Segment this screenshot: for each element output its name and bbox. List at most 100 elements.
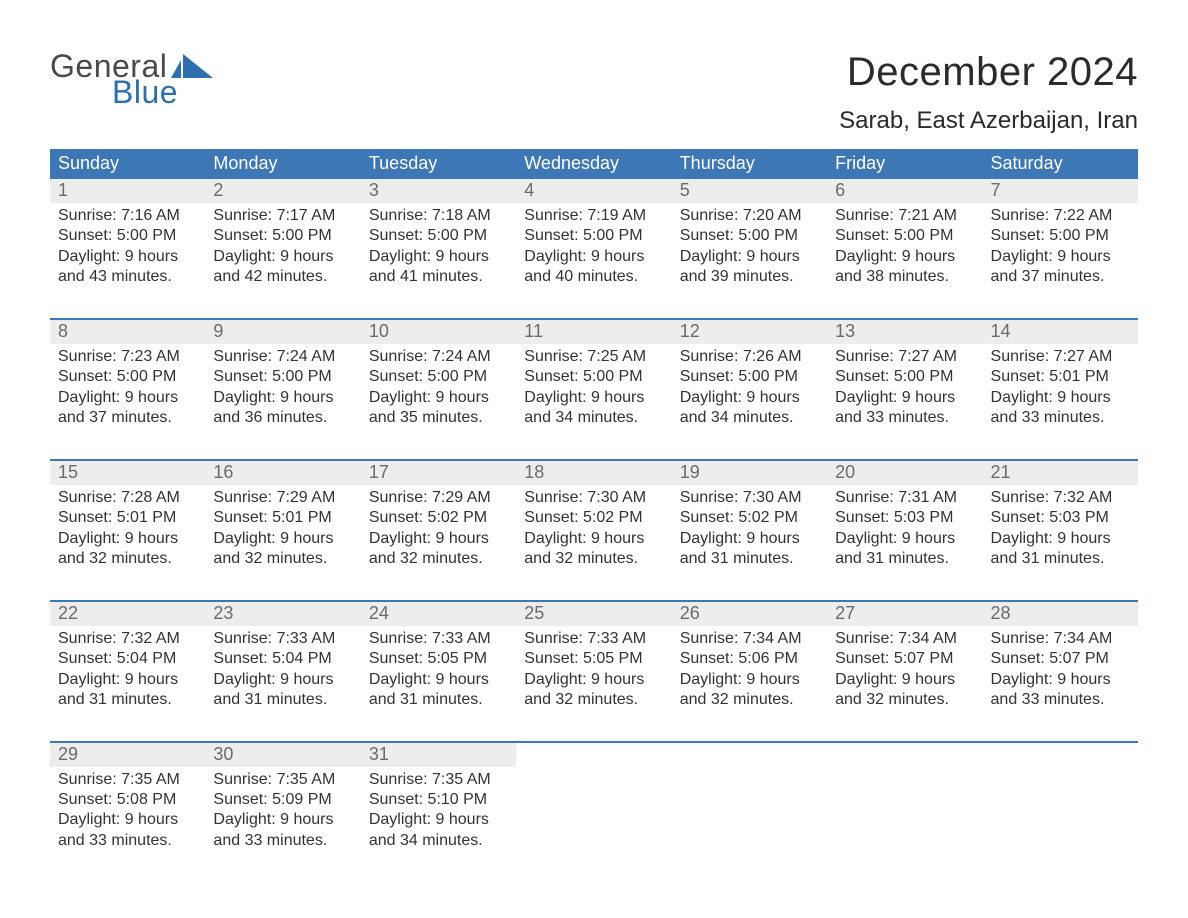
day-cell: 5 Sunrise: 7:20 AMSunset: 5:00 PMDaylight…: [672, 179, 827, 294]
day-number: 31: [369, 744, 389, 764]
day-number-row: 8: [50, 320, 205, 344]
day-number: 12: [680, 321, 700, 341]
day-number-row: 25: [516, 602, 671, 626]
day-number: 24: [369, 603, 389, 623]
weekday-header-thursday: Thursday: [672, 149, 827, 179]
weekday-header-sunday: Sunday: [50, 149, 205, 179]
day-cell-empty: [516, 743, 671, 858]
day-number-row: 20: [827, 461, 982, 485]
day-cell: 24 Sunrise: 7:33 AMSunset: 5:05 PMDayligh…: [361, 602, 516, 717]
header-block: General Blue December 2024 Sarab, East A…: [50, 50, 1138, 135]
day-details: Sunrise: 7:26 AMSunset: 5:00 PMDaylight:…: [680, 347, 819, 429]
day-details: Sunrise: 7:35 AMSunset: 5:10 PMDaylight:…: [369, 770, 508, 852]
weekday-header-saturday: Saturday: [983, 149, 1138, 179]
day-details: Sunrise: 7:34 AMSunset: 5:07 PMDaylight:…: [835, 629, 974, 711]
day-details: Sunrise: 7:22 AMSunset: 5:00 PMDaylight:…: [991, 206, 1130, 288]
day-number: 6: [835, 180, 845, 200]
day-cell: 18Sunrise: 7:30 AMSunset: 5:02 PMDayligh…: [516, 461, 671, 576]
day-cell: 4Sunrise: 7:19 AMSunset: 5:00 PMDaylight…: [516, 179, 671, 294]
day-cell-empty: [672, 743, 827, 858]
calendar: SundayMondayTuesdayWednesdayThursdayFrid…: [50, 149, 1138, 857]
day-details: Sunrise: 7:24 AMSunset: 5:00 PMDaylight:…: [213, 347, 352, 429]
day-cell: 30Sunrise: 7:35 AMSunset: 5:09 PMDayligh…: [205, 743, 360, 858]
day-number: 9: [213, 321, 223, 341]
day-number: 3: [369, 180, 379, 200]
day-cell: 1Sunrise: 7:16 AMSunset: 5:00 PMDaylight…: [50, 179, 205, 294]
day-number: 13: [835, 321, 855, 341]
day-number-row: 18: [516, 461, 671, 485]
day-cell-empty: [827, 743, 982, 858]
day-cell: 6 Sunrise: 7:21 AMSunset: 5:00 PMDaylight…: [827, 179, 982, 294]
day-cell: 23Sunrise: 7:33 AMSunset: 5:04 PMDayligh…: [205, 602, 360, 717]
day-number-row: 23: [205, 602, 360, 626]
day-number-row: 29: [50, 743, 205, 767]
day-number: 25: [524, 603, 544, 623]
day-cell: 31 Sunrise: 7:35 AMSunset: 5:10 PMDayligh…: [361, 743, 516, 858]
day-number: 27: [835, 603, 855, 623]
day-cell: 10Sunrise: 7:24 AMSunset: 5:00 PMDayligh…: [361, 320, 516, 435]
logo-word-blue: Blue: [112, 76, 215, 108]
day-number-row: 1: [50, 179, 205, 203]
day-details: Sunrise: 7:35 AMSunset: 5:08 PMDaylight:…: [58, 770, 197, 852]
day-number-row: 5: [672, 179, 827, 203]
day-number: 10: [369, 321, 389, 341]
location-subtitle: Sarab, East Azerbaijan, Iran: [839, 107, 1138, 135]
day-number-row: 11: [516, 320, 671, 344]
day-number: 15: [58, 462, 78, 482]
day-number: 14: [991, 321, 1011, 341]
week-row: 1Sunrise: 7:16 AMSunset: 5:00 PMDaylight…: [50, 179, 1138, 294]
day-number: 23: [213, 603, 233, 623]
day-number-row: 21: [983, 461, 1138, 485]
day-number: 30: [213, 744, 233, 764]
day-details: Sunrise: 7:29 AMSunset: 5:01 PMDaylight:…: [213, 488, 352, 570]
week-row: 22Sunrise: 7:32 AMSunset: 5:04 PMDayligh…: [50, 600, 1138, 717]
day-details: Sunrise: 7:20 AMSunset: 5:00 PMDaylight:…: [680, 206, 819, 288]
day-number: 16: [213, 462, 233, 482]
month-title: December 2024: [839, 50, 1138, 95]
title-block: December 2024 Sarab, East Azerbaijan, Ir…: [839, 50, 1138, 135]
day-number: 1: [58, 180, 68, 200]
day-details: Sunrise: 7:33 AMSunset: 5:05 PMDaylight:…: [524, 629, 663, 711]
day-number-row: 31: [361, 743, 516, 767]
day-number-row: 10: [361, 320, 516, 344]
day-number-row: 28: [983, 602, 1138, 626]
day-cell: 3 Sunrise: 7:18 AMSunset: 5:00 PMDaylight…: [361, 179, 516, 294]
day-cell: 7Sunrise: 7:22 AMSunset: 5:00 PMDaylight…: [983, 179, 1138, 294]
day-details: Sunrise: 7:25 AMSunset: 5:00 PMDaylight:…: [524, 347, 663, 429]
day-cell: 20Sunrise: 7:31 AMSunset: 5:03 PMDayligh…: [827, 461, 982, 576]
day-details: Sunrise: 7:29 AMSunset: 5:02 PMDaylight:…: [369, 488, 508, 570]
day-number: 17: [369, 462, 389, 482]
day-details: Sunrise: 7:34 AMSunset: 5:07 PMDaylight:…: [991, 629, 1130, 711]
day-number: 29: [58, 744, 78, 764]
day-number: 8: [58, 321, 68, 341]
weekday-header-monday: Monday: [205, 149, 360, 179]
day-number: 21: [991, 462, 1011, 482]
day-cell: 11 Sunrise: 7:25 AMSunset: 5:00 PMDayligh…: [516, 320, 671, 435]
day-number-row: 26: [672, 602, 827, 626]
day-cell: 14Sunrise: 7:27 AMSunset: 5:01 PMDayligh…: [983, 320, 1138, 435]
logo: General Blue: [50, 50, 215, 108]
day-details: Sunrise: 7:33 AMSunset: 5:05 PMDaylight:…: [369, 629, 508, 711]
day-number: 18: [524, 462, 544, 482]
day-number: 28: [991, 603, 1011, 623]
day-number-row: 14: [983, 320, 1138, 344]
day-details: Sunrise: 7:18 AMSunset: 5:00 PMDaylight:…: [369, 206, 508, 288]
week-row: 29 Sunrise: 7:35 AMSunset: 5:08 PMDayligh…: [50, 741, 1138, 858]
day-cell: 26Sunrise: 7:34 AMSunset: 5:06 PMDayligh…: [672, 602, 827, 717]
day-details: Sunrise: 7:21 AMSunset: 5:00 PMDaylight:…: [835, 206, 974, 288]
day-number-row: 15: [50, 461, 205, 485]
day-number-row: 22: [50, 602, 205, 626]
day-cell: 21Sunrise: 7:32 AMSunset: 5:03 PMDayligh…: [983, 461, 1138, 576]
day-number: 22: [58, 603, 78, 623]
day-number-row: 12: [672, 320, 827, 344]
day-number-row: 6: [827, 179, 982, 203]
day-number-row: 17: [361, 461, 516, 485]
day-number-row: 3: [361, 179, 516, 203]
week-row: 8Sunrise: 7:23 AMSunset: 5:00 PMDaylight…: [50, 318, 1138, 435]
weekday-header-friday: Friday: [827, 149, 982, 179]
day-cell: 8Sunrise: 7:23 AMSunset: 5:00 PMDaylight…: [50, 320, 205, 435]
day-details: Sunrise: 7:28 AMSunset: 5:01 PMDaylight:…: [58, 488, 197, 570]
day-number: 19: [680, 462, 700, 482]
weekday-header-wednesday: Wednesday: [516, 149, 671, 179]
day-cell: 29 Sunrise: 7:35 AMSunset: 5:08 PMDayligh…: [50, 743, 205, 858]
